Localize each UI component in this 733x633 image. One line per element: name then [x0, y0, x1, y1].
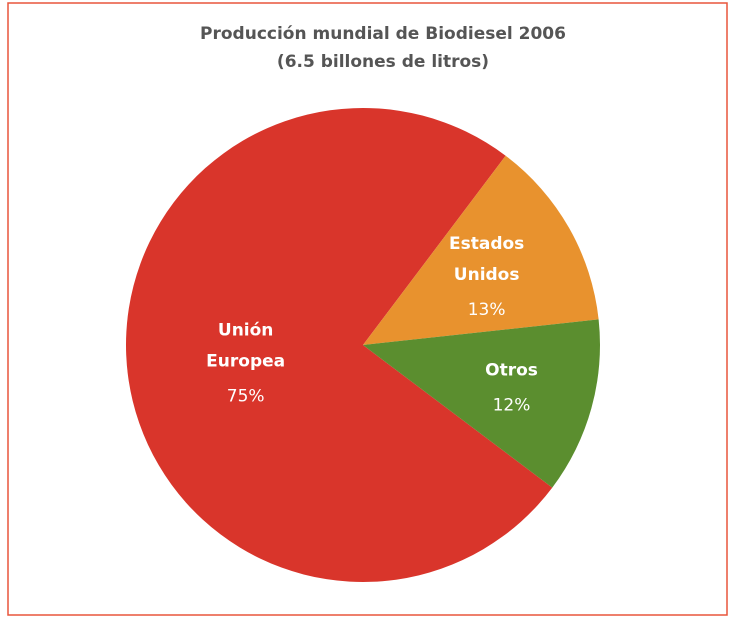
pie-slice	[125, 107, 553, 582]
slice-label: Unidos	[454, 265, 520, 285]
slice-label: Otros	[485, 360, 538, 380]
pie-slice	[363, 319, 600, 488]
pie-slice	[363, 155, 599, 345]
value-label: 12%	[493, 395, 531, 415]
chart-subtitle: (6.5 billones de litros)	[277, 52, 489, 72]
slice-label: Estados	[449, 234, 524, 254]
value-label: 75%	[227, 386, 265, 406]
slice-label: Europea	[206, 351, 285, 371]
value-label: 13%	[468, 300, 506, 320]
frame	[7, 2, 728, 616]
slice-label: Unión	[218, 320, 274, 340]
chart-title: Producción mundial de Biodiesel 2006	[200, 24, 566, 44]
